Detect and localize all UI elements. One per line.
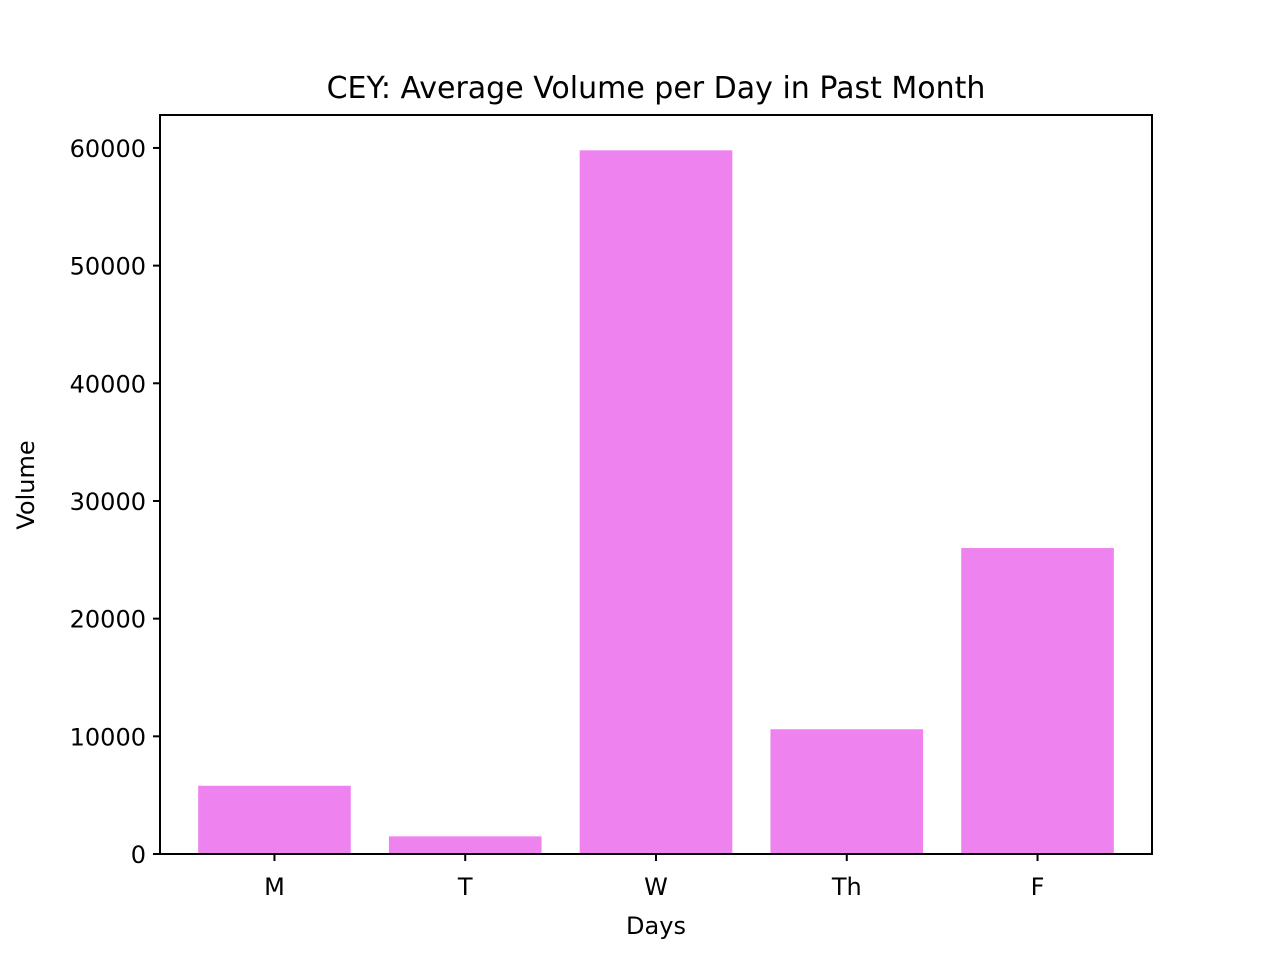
y-tick-label: 40000 (70, 370, 146, 398)
y-tick-label: 0 (131, 841, 146, 869)
bar-th (770, 729, 924, 854)
x-tick-label: W (644, 873, 668, 901)
x-axis-label: Days (626, 912, 686, 940)
x-tick-label: F (1031, 873, 1045, 901)
x-tick-label: M (264, 873, 285, 901)
y-axis-ticks: 0 10000 20000 30000 40000 50000 60000 (70, 135, 160, 869)
x-tick-label: Th (831, 873, 862, 901)
x-axis-ticks: M T W Th F (264, 854, 1044, 901)
y-tick-label: 60000 (70, 135, 146, 163)
y-tick-label: 10000 (70, 723, 146, 751)
bar-series (198, 150, 1114, 854)
y-tick-label: 30000 (70, 488, 146, 516)
bar-w (579, 150, 733, 854)
y-axis-label: Volume (12, 440, 40, 529)
bar-m (198, 785, 351, 854)
bar-t (388, 836, 542, 854)
y-tick-label: 50000 (70, 253, 146, 281)
chart-title: CEY: Average Volume per Day in Past Mont… (327, 71, 986, 106)
x-tick-label: T (457, 873, 473, 901)
y-tick-label: 20000 (70, 606, 146, 634)
bar-f (961, 548, 1114, 854)
